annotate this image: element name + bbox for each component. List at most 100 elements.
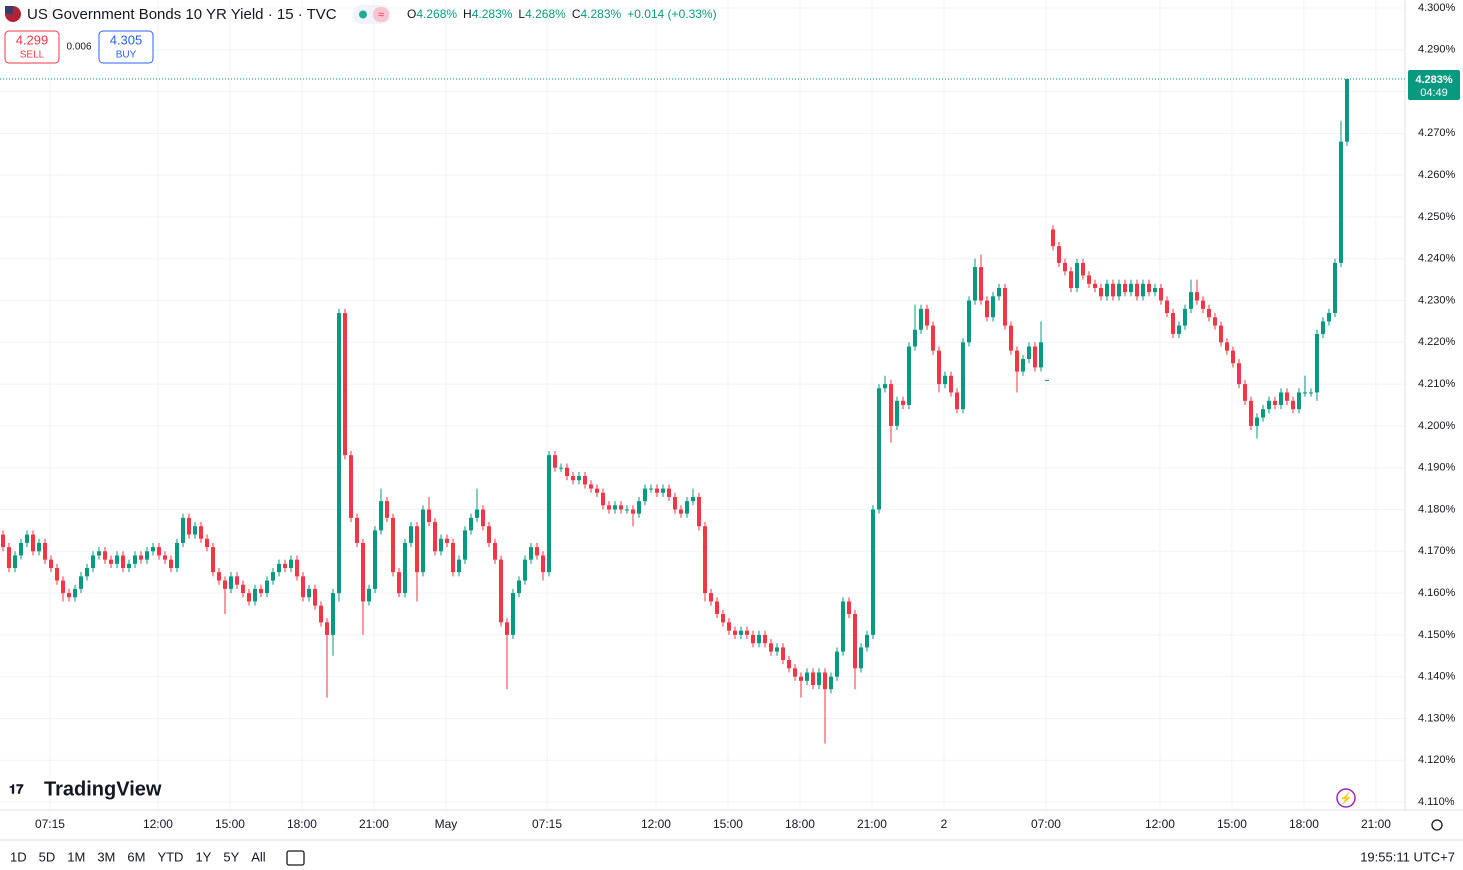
candle-body (744, 630, 749, 635)
range-button[interactable]: 1D (10, 849, 27, 864)
candles (0, 78, 1349, 744)
candle-body (714, 601, 719, 614)
range-button[interactable]: 1M (67, 849, 85, 864)
candle-body (978, 267, 983, 301)
candle-body (726, 622, 731, 631)
candle-body (78, 576, 83, 589)
candle-body (12, 555, 17, 569)
candle-body (1002, 287, 1007, 326)
ohlc-key: L (518, 7, 525, 21)
candle-body (756, 634, 761, 644)
range-button[interactable]: 6M (127, 849, 145, 864)
date-range-icon[interactable] (286, 850, 305, 866)
range-button[interactable]: All (251, 849, 266, 864)
candle-body (396, 572, 401, 594)
candle-body (384, 501, 389, 518)
candle-body (834, 651, 839, 677)
candle-body (390, 517, 395, 573)
candle-body (1338, 141, 1343, 263)
candle-body (732, 630, 737, 635)
candle-body (1224, 342, 1229, 351)
candle-body (1182, 308, 1187, 326)
symbol-title[interactable]: US Government Bonds 10 YR Yield · 15 · T… (27, 6, 337, 23)
range-button[interactable]: 1Y (195, 849, 211, 864)
alert-icon[interactable] (1336, 788, 1356, 808)
candle-body (1302, 392, 1307, 394)
candle-body (54, 568, 59, 581)
candle-body (600, 492, 605, 506)
clock[interactable]: 19:55:11 UTC+7 (1360, 849, 1455, 864)
candle-body (606, 505, 611, 510)
brand-name[interactable]: TradingView (44, 778, 162, 800)
candle-body (1314, 333, 1319, 393)
candle-body (378, 501, 383, 531)
last-price-tag (1408, 69, 1460, 100)
delay-badge[interactable] (373, 7, 389, 22)
candle-body (84, 568, 89, 577)
buy-label: BUY (116, 50, 137, 61)
candle-body (1254, 417, 1259, 426)
candle-body (720, 613, 725, 623)
candle-body (696, 496, 701, 527)
candle-body (342, 313, 347, 456)
x-tick-label: 18:00 (1289, 817, 1319, 831)
buy-button[interactable] (98, 30, 154, 64)
candle-body (216, 572, 221, 581)
x-tick-label: 2 (941, 817, 948, 831)
candle-body (522, 559, 527, 581)
candle-body (42, 542, 47, 560)
candle-body (1128, 283, 1133, 293)
candle-body (1134, 283, 1139, 297)
candle-body (498, 559, 503, 623)
candle-body (918, 308, 923, 330)
candle-body (684, 501, 689, 514)
y-tick-label: 4.170% (1418, 545, 1456, 557)
candle-body (828, 676, 833, 690)
candle-body (282, 563, 287, 569)
y-tick-label: 4.140% (1418, 671, 1456, 683)
x-tick-label: 07:15 (532, 817, 562, 831)
candle-body (402, 542, 407, 594)
candle-body (768, 643, 773, 652)
candle-body (864, 634, 869, 648)
candle-body (1242, 384, 1247, 401)
candle-body (96, 551, 101, 556)
candle-body (954, 392, 959, 410)
candle-body (30, 534, 35, 552)
candle-body (438, 538, 443, 552)
candle-body (444, 538, 449, 543)
candle-body (624, 509, 629, 511)
candle-body (1194, 292, 1199, 301)
candle-body (108, 559, 113, 564)
y-tick-label: 4.110% (1418, 796, 1455, 808)
candle-body (630, 509, 635, 514)
ohlc-key: H (463, 7, 472, 21)
buy-price: 4.305 (110, 32, 143, 47)
candle-body (468, 517, 473, 531)
candle-body (810, 672, 815, 686)
y-tick-label: 4.230% (1418, 294, 1456, 306)
candle-body (870, 509, 875, 635)
candle-body (1044, 379, 1049, 381)
range-button[interactable]: 5Y (223, 849, 239, 864)
candle-body (372, 530, 377, 589)
candle-body (570, 476, 575, 481)
candle-body (120, 555, 125, 569)
candle-body (1008, 325, 1013, 351)
candle-body (1050, 229, 1055, 247)
candle-body (186, 517, 191, 535)
y-tick-label: 4.150% (1418, 629, 1456, 641)
candle-body (996, 287, 1001, 297)
y-tick-label: 4.240% (1418, 253, 1456, 265)
candle-body (414, 526, 419, 573)
y-tick-label: 4.160% (1418, 587, 1456, 599)
range-button[interactable]: 5D (39, 849, 56, 864)
candle-body (762, 634, 767, 644)
sell-button[interactable] (4, 30, 60, 64)
range-button[interactable]: 3M (97, 849, 115, 864)
range-button[interactable]: YTD (157, 849, 183, 864)
settings-icon[interactable] (1431, 819, 1443, 831)
candle-body (1110, 283, 1115, 297)
x-tick-label: 07:00 (1031, 817, 1061, 831)
